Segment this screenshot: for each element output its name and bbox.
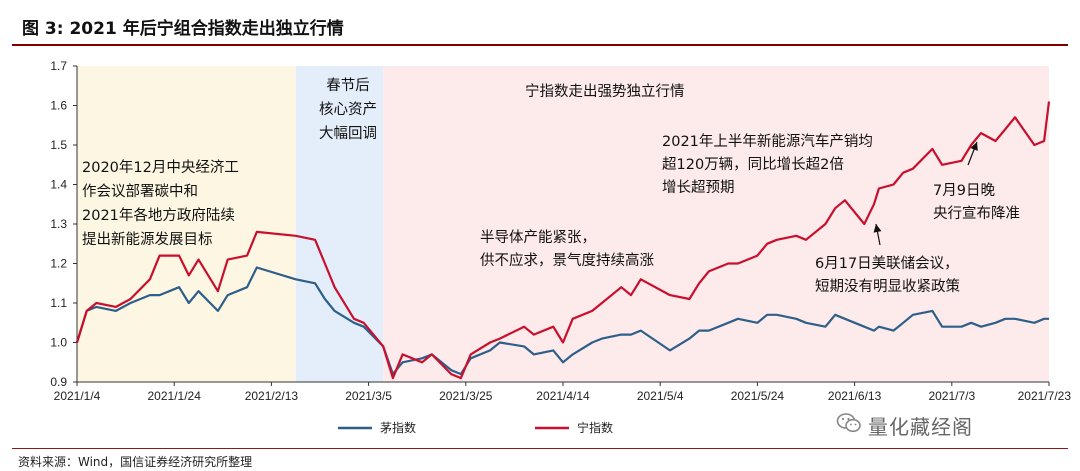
annotation-line: 2020年12月中央经济工	[82, 159, 239, 176]
figure-title: 图 3: 2021 年后宁组合指数走出独立行情	[22, 19, 344, 39]
annotation-line: 2021年上半年新能源汽车产销均	[662, 133, 873, 150]
y-tick-label: 1.3	[50, 217, 67, 231]
annotation-2: 宁指数走出强势独立行情	[525, 83, 685, 100]
annotation-line: 超120万辆，同比增长超2倍	[662, 156, 844, 173]
y-tick-label: 1.7	[50, 59, 67, 73]
y-tick-label: 1.1	[50, 296, 67, 310]
annotation-6: 7月9日晚央行宣布降准	[933, 182, 1020, 222]
x-tick-label: 2021/3/25	[439, 389, 493, 403]
annotation-line: 宁指数走出强势独立行情	[525, 83, 685, 100]
arrow-rrr-cut-head	[970, 142, 978, 151]
x-tick-label: 2021/5/4	[637, 389, 684, 403]
x-tick-label: 2021/1/4	[54, 389, 101, 403]
y-tick-label: 1.0	[50, 336, 67, 350]
x-tick-label: 2021/6/13	[828, 389, 882, 403]
annotation-line: 供不应求，景气度持续高涨	[480, 251, 654, 269]
annotation-line: 短期没有明显收紧政策	[815, 278, 960, 295]
series-lines	[75, 101, 1051, 380]
source-rule	[12, 448, 1068, 449]
annotation-arrows	[873, 141, 978, 246]
region-0	[77, 66, 296, 382]
annotation-4: 半导体产能紧张， 供不应求，景气度持续高涨	[480, 229, 654, 269]
annotation-line: 提出新能源发展目标	[82, 231, 213, 248]
legend: 茅指数 宁指数	[338, 420, 613, 435]
title-rule	[12, 44, 1068, 46]
source-note: 资料来源：Wind，国信证券经济研究所整理	[18, 455, 253, 469]
annotation-line: 大幅回调	[319, 125, 377, 142]
annotation-5: 6月17日美联储会议， 短期没有明显收紧政策	[815, 255, 960, 295]
x-tick-label: 2021/3/5	[345, 389, 392, 403]
annotation-line: 增长超预期	[662, 179, 735, 196]
y-tick-label: 1.4	[50, 178, 67, 192]
x-tick-label: 2021/1/24	[148, 389, 202, 403]
arrow-fed-meeting-head	[873, 224, 882, 233]
legend-label-1: 宁指数	[577, 420, 613, 435]
y-tick-label: 1.5	[50, 138, 67, 152]
annotation-line: 作会议部署碳中和	[82, 183, 198, 200]
annotation-line: 核心资产	[319, 101, 377, 118]
annotation-line: 春节后	[326, 77, 370, 94]
annotation-line: 2021年各地方政府陆续	[82, 207, 235, 224]
annotation-1: 春节后核心资产大幅回调	[319, 77, 377, 142]
wechat-icon	[836, 413, 861, 433]
annotation-line: 央行宣布降准	[933, 205, 1020, 222]
region-2	[383, 66, 1049, 382]
watermark: 量化藏经阁	[868, 415, 973, 439]
annotation-line: 7月9日晚	[933, 182, 995, 199]
y-tick-label: 1.6	[50, 99, 67, 113]
annotations: 2020年12月中央经济工作会议部署碳中和 2021年各地方政府陆续提出新能源发展…	[82, 77, 1020, 295]
background-regions	[77, 66, 1049, 382]
y-tick-label: 1.2	[50, 257, 67, 271]
x-tick-label: 2021/7/23	[1018, 389, 1072, 403]
series-line-1	[75, 101, 1051, 380]
series-line-0	[75, 266, 1049, 376]
x-tick-label: 2021/2/13	[245, 389, 299, 403]
legend-label-0: 茅指数	[380, 420, 416, 435]
annotation-line: 半导体产能紧张，	[480, 229, 596, 246]
annotation-0: 2020年12月中央经济工作会议部署碳中和 2021年各地方政府陆续提出新能源发展…	[82, 159, 239, 248]
x-tick-label: 2021/4/14	[536, 389, 590, 403]
x-tick-label: 2021/5/24	[731, 389, 785, 403]
annotation-3: 2021年上半年新能源汽车产销均超120万辆，同比增长超2倍增长超预期	[662, 133, 873, 196]
annotation-line: 6月17日美联储会议，	[815, 255, 959, 272]
y-tick-label: 0.9	[50, 375, 67, 389]
x-tick-label: 2021/7/3	[928, 389, 975, 403]
axes: 0.9 1.0 1.1 1.2 1.3 1.4 1.5 1.6 1.7 2021/1/4 2021/…	[50, 59, 1071, 403]
